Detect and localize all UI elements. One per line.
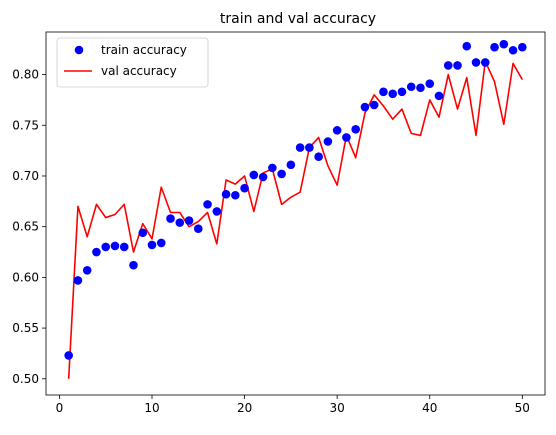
train-accuracy-point	[443, 61, 453, 70]
train-accuracy-point	[462, 41, 472, 51]
train-accuracy-point	[323, 137, 333, 146]
train-accuracy-point	[369, 100, 379, 110]
train-accuracy-point	[249, 170, 259, 180]
train-accuracy-point	[379, 87, 388, 97]
train-accuracy-point	[82, 265, 92, 275]
train-accuracy-point	[101, 242, 111, 252]
train-accuracy-point	[332, 126, 342, 135]
train-accuracy-point	[110, 241, 120, 251]
train-accuracy-point	[416, 83, 425, 93]
train-accuracy-point	[258, 172, 268, 182]
y-tick-label: 0.60	[12, 270, 39, 284]
val-accuracy-line	[67, 60, 524, 379]
train-accuracy-point	[184, 216, 194, 225]
train-accuracy-point	[508, 45, 518, 55]
train-accuracy-point	[166, 214, 175, 223]
x-tick-label: 0	[56, 401, 64, 415]
train-accuracy-point	[268, 163, 277, 173]
train-accuracy-point	[425, 79, 435, 89]
chart-title: train and val accuracy	[220, 11, 376, 27]
train-accuracy-point	[518, 42, 527, 52]
plot-frame	[45, 31, 546, 396]
train-accuracy-point	[175, 218, 185, 227]
legend: train accuracy val accuracy	[56, 37, 209, 88]
y-tick-label: 0.75	[12, 118, 39, 132]
y-tick-label: 0.55	[12, 321, 39, 335]
train-accuracy-point	[92, 247, 101, 257]
train-accuracy-point	[480, 58, 490, 67]
train-accuracy-point	[138, 228, 148, 238]
train-accuracy-point	[295, 143, 305, 152]
train-accuracy-point	[156, 238, 166, 248]
train-accuracy-point	[212, 207, 222, 216]
legend-train-marker	[74, 45, 84, 55]
x-tick-label: 30	[330, 401, 345, 415]
train-accuracy-point	[221, 189, 231, 199]
train-accuracy-point	[434, 91, 444, 101]
train-accuracy-point	[453, 61, 462, 70]
train-accuracy-point	[240, 183, 249, 193]
train-accuracy-point	[286, 160, 296, 170]
train-accuracy-point	[499, 39, 509, 49]
train-accuracy-point	[277, 169, 286, 179]
y-tick-label: 0.65	[12, 220, 39, 234]
train-accuracy-point	[73, 276, 83, 285]
train-accuracy-point	[490, 42, 499, 52]
train-accuracy-point	[342, 133, 351, 142]
legend-val-label: val accuracy	[101, 64, 177, 78]
train-accuracy-point	[397, 87, 407, 97]
y-tick-label: 0.70	[12, 169, 39, 183]
x-axis: 0 10 20 30 40 50	[56, 395, 530, 415]
x-tick-label: 10	[144, 401, 159, 415]
train-accuracy-point	[203, 200, 212, 209]
train-accuracy-point	[231, 190, 240, 200]
train-accuracy-point	[314, 152, 323, 162]
train-accuracy-point	[193, 224, 203, 234]
y-tick-label: 0.80	[12, 68, 39, 82]
train-accuracy-point	[64, 351, 73, 360]
y-tick-label: 0.50	[12, 372, 39, 386]
legend-train-label: train accuracy	[101, 43, 187, 57]
train-accuracy-point	[129, 260, 138, 270]
x-tick-label: 40	[422, 401, 437, 415]
train-accuracy-point	[119, 242, 129, 252]
train-accuracy-point	[406, 82, 416, 92]
train-accuracy-point	[388, 89, 398, 99]
x-tick-label: 50	[515, 401, 530, 415]
plot-area	[64, 39, 527, 379]
train-accuracy-point	[305, 143, 314, 152]
legend-box	[56, 37, 209, 88]
train-accuracy-point	[147, 240, 157, 250]
train-accuracy-point	[471, 58, 481, 67]
y-axis: 0.50 0.55 0.60 0.65 0.70 0.75 0.80	[12, 68, 46, 386]
x-tick-label: 20	[237, 401, 252, 415]
train-accuracy-point	[351, 125, 360, 134]
train-accuracy-point	[360, 102, 370, 112]
